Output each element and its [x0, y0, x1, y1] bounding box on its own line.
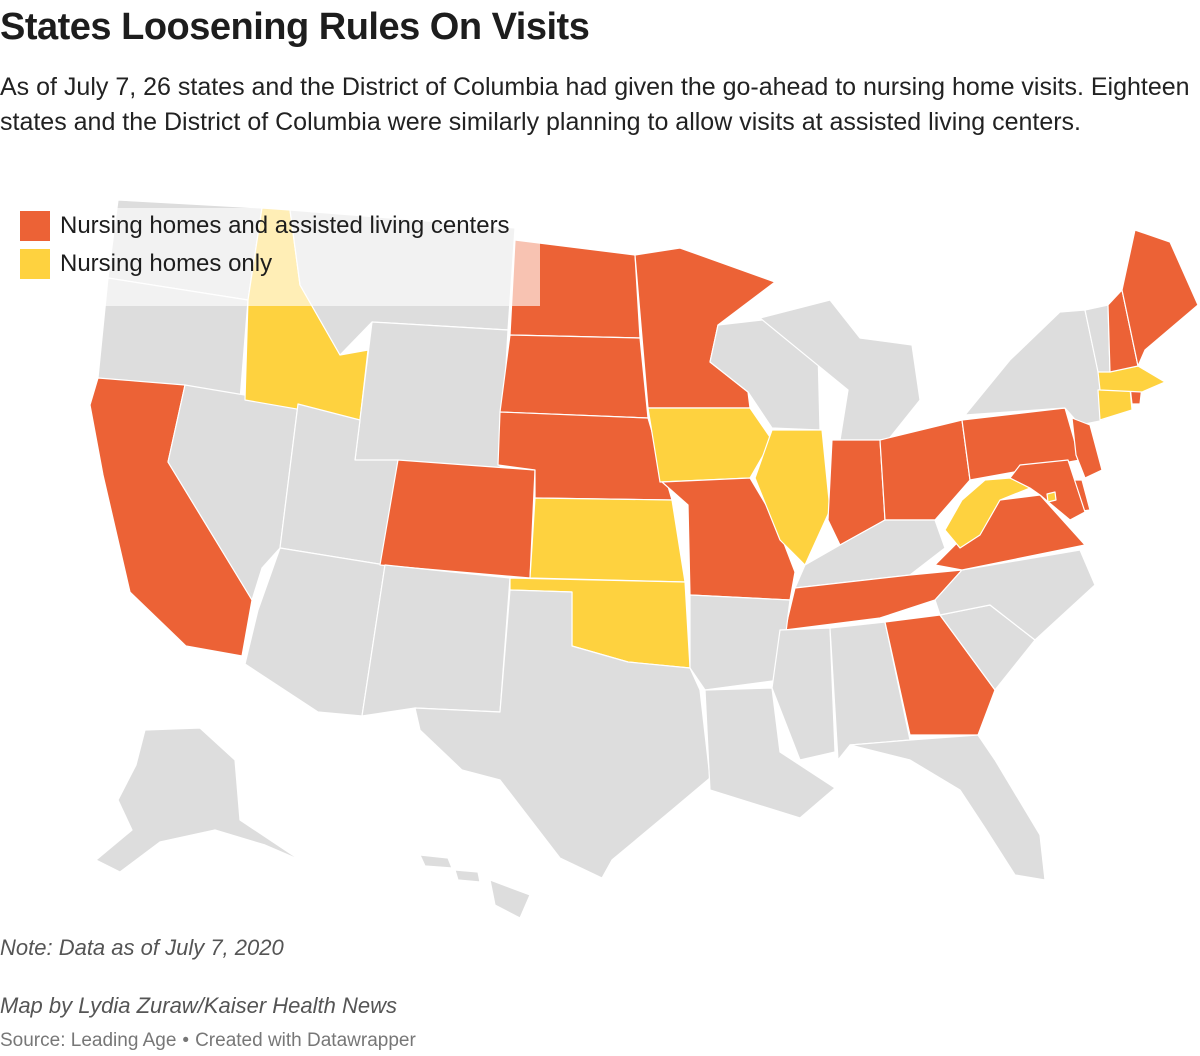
- state-wyoming[interactable]: [354, 321, 509, 471]
- chart-subtitle: As of July 7, 26 states and the District…: [0, 73, 1190, 136]
- state-alaska[interactable]: [95, 727, 301, 873]
- legend-label-nursing-only: Nursing homes only: [60, 250, 273, 277]
- state-maryland[interactable]: [1009, 459, 1086, 521]
- legend-swatch-both: [20, 211, 50, 241]
- chart-title: States Loosening Rules On Visits: [0, 6, 590, 48]
- state-district-of-columbia[interactable]: [1046, 491, 1057, 503]
- state-new-york[interactable]: [964, 309, 1106, 426]
- source-separator: •: [182, 1030, 190, 1051]
- legend-item-nursing-only: Nursing homes only: [20, 248, 272, 280]
- state-arkansas[interactable]: [689, 594, 791, 691]
- state-ohio[interactable]: [879, 419, 971, 521]
- state-florida[interactable]: [849, 734, 1046, 881]
- created-with-link[interactable]: Created with Datawrapper: [195, 1030, 416, 1051]
- state-georgia[interactable]: [884, 614, 996, 736]
- map-legend: Nursing homes and assisted living center…: [20, 208, 540, 306]
- state-iowa[interactable]: [647, 407, 773, 483]
- state-north-carolina[interactable]: [934, 549, 1096, 641]
- state-connecticut[interactable]: [1097, 387, 1133, 421]
- chart-source: Source: Leading Age • Created with Datawra…: [0, 1030, 416, 1052]
- state-colorado[interactable]: [379, 459, 536, 579]
- state-mississippi[interactable]: [771, 627, 836, 761]
- state-arizona[interactable]: [244, 547, 386, 717]
- chart-note: Note: Data as of July 7, 2020: [0, 935, 284, 960]
- chart-byline: Map by Lydia Zuraw/Kaiser Health News: [0, 993, 397, 1018]
- legend-swatch-nursing-only: [20, 249, 50, 279]
- state-new-jersey[interactable]: [1071, 417, 1103, 479]
- state-new-mexico[interactable]: [361, 564, 511, 717]
- legend-label-both: Nursing homes and assisted living center…: [60, 212, 510, 239]
- state-kansas[interactable]: [529, 497, 686, 583]
- state-texas[interactable]: [414, 589, 711, 879]
- legend-item-both: Nursing homes and assisted living center…: [20, 210, 510, 242]
- state-michigan[interactable]: [759, 299, 921, 441]
- state-west-virginia[interactable]: [944, 477, 1031, 549]
- state-south-dakota[interactable]: [499, 334, 649, 419]
- state-missouri[interactable]: [661, 477, 796, 601]
- state-maine[interactable]: [1121, 229, 1199, 367]
- source-text: Source: Leading Age: [0, 1030, 177, 1051]
- state-hawaii[interactable]: [419, 854, 531, 919]
